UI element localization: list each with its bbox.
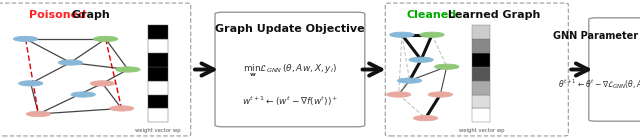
Circle shape <box>19 81 43 86</box>
Text: $\theta^{t+1} \leftarrow \theta^t - \nabla \mathcal{L}_{GNN}(\theta, Aw^T, X, y_: $\theta^{t+1} \leftarrow \theta^t - \nab… <box>558 78 640 92</box>
FancyBboxPatch shape <box>148 81 168 95</box>
FancyBboxPatch shape <box>148 25 168 39</box>
Text: $\min_{\mathbf{w}} \mathcal{L}_{GNN}(\theta, Aw, X, y_l)$: $\min_{\mathbf{w}} \mathcal{L}_{GNN}(\th… <box>243 63 337 79</box>
Text: $w^{t+1} \leftarrow (w^t - \nabla f(w^t))^+$: $w^{t+1} \leftarrow (w^t - \nabla f(w^t)… <box>242 95 338 108</box>
FancyBboxPatch shape <box>472 95 490 108</box>
Circle shape <box>409 57 433 62</box>
Circle shape <box>435 64 459 69</box>
Text: Poisoned: Poisoned <box>29 10 86 20</box>
FancyBboxPatch shape <box>472 108 490 122</box>
Circle shape <box>397 78 422 83</box>
FancyBboxPatch shape <box>148 67 168 81</box>
Circle shape <box>93 36 118 42</box>
FancyBboxPatch shape <box>148 95 168 108</box>
Circle shape <box>71 92 95 97</box>
Text: Graph: Graph <box>68 10 110 20</box>
FancyBboxPatch shape <box>148 39 168 53</box>
Circle shape <box>26 111 51 117</box>
Circle shape <box>428 92 452 97</box>
Circle shape <box>13 36 38 42</box>
Text: Graph Update Objective: Graph Update Objective <box>215 24 365 34</box>
FancyBboxPatch shape <box>148 108 168 122</box>
FancyBboxPatch shape <box>148 53 168 67</box>
FancyBboxPatch shape <box>472 39 490 53</box>
Circle shape <box>390 32 414 37</box>
Circle shape <box>90 81 115 86</box>
Text: weight vector wp: weight vector wp <box>135 128 181 133</box>
FancyBboxPatch shape <box>472 67 490 81</box>
Circle shape <box>109 106 134 111</box>
FancyBboxPatch shape <box>385 3 568 136</box>
Text: GNN Parameter Update: GNN Parameter Update <box>552 31 640 41</box>
Text: Learned Graph: Learned Graph <box>444 10 540 20</box>
Circle shape <box>116 67 140 72</box>
Text: Cleaned: Cleaned <box>406 10 456 20</box>
Circle shape <box>413 116 438 121</box>
FancyBboxPatch shape <box>215 12 365 127</box>
FancyBboxPatch shape <box>472 81 490 95</box>
FancyBboxPatch shape <box>0 3 191 136</box>
Circle shape <box>387 92 411 97</box>
Circle shape <box>58 60 83 65</box>
FancyBboxPatch shape <box>472 53 490 67</box>
FancyBboxPatch shape <box>589 18 640 121</box>
Circle shape <box>420 32 444 37</box>
Text: weight vector wp: weight vector wp <box>458 128 504 133</box>
FancyBboxPatch shape <box>472 25 490 39</box>
